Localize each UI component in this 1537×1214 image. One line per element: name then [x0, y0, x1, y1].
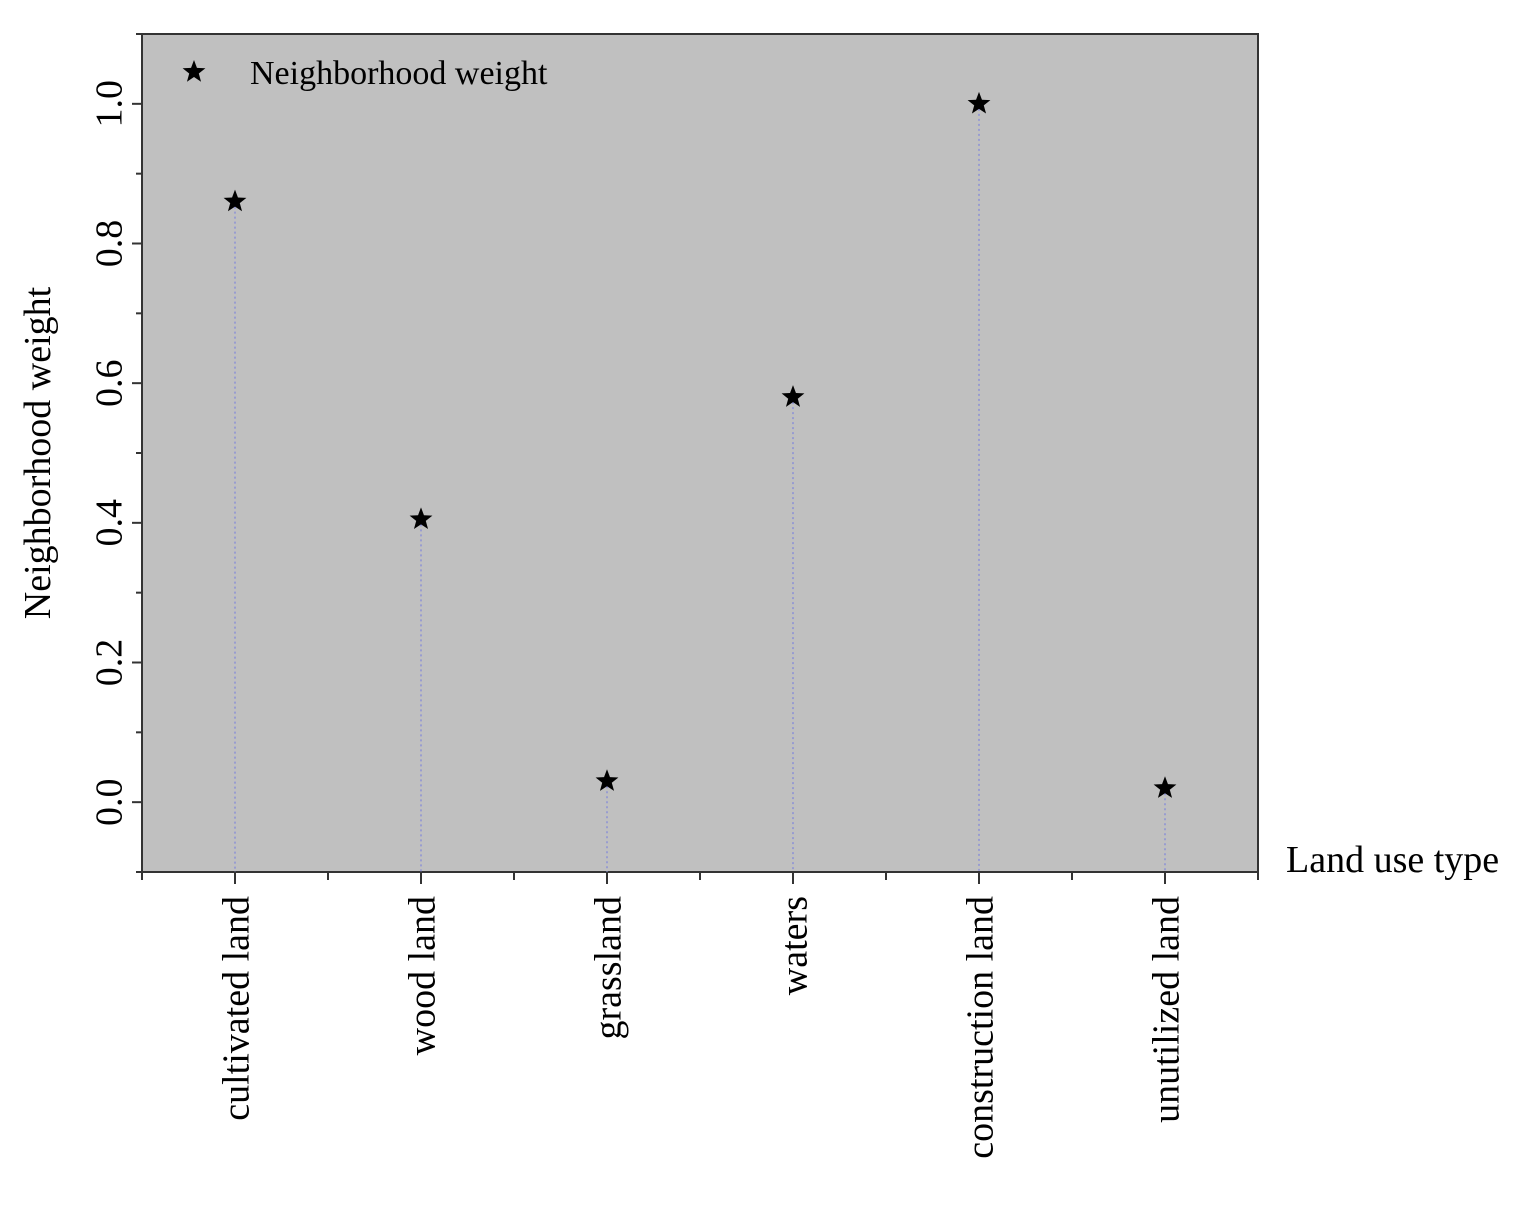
plot-area: [141, 33, 1259, 873]
data-point-star: [595, 769, 619, 791]
y-tick-label: 0.4: [88, 499, 130, 547]
legend: Neighborhood weight: [182, 55, 548, 92]
y-tick-label: 0.2: [88, 639, 130, 687]
data-point-star: [223, 189, 247, 212]
y-tick-label: 0.0: [88, 778, 130, 826]
data-point-star: [1153, 776, 1177, 798]
x-tick-label: unutilized land: [1145, 896, 1187, 1123]
y-tick-label: 1.0: [88, 80, 130, 128]
y-tick-label: 0.8: [88, 220, 130, 268]
drop-lines: [234, 103, 1166, 872]
y-axis-title: Neighborhood weight: [17, 286, 59, 619]
data-point-star: [967, 91, 991, 114]
y-axis: 0.0 0.2 0.4 0.6 0.8 1.0: [88, 33, 142, 873]
legend-label: Neighborhood weight: [250, 55, 548, 92]
x-axis: cultivated land wood land grassland waters c…: [141, 872, 1259, 1159]
x-tick-label: cultivated land: [215, 896, 257, 1121]
x-tick-label: construction land: [959, 896, 1001, 1159]
x-axis-title: Land use type: [1286, 839, 1499, 881]
x-tick-label: waters: [773, 896, 815, 995]
data-point-star: [409, 507, 433, 530]
x-tick-label: grassland: [587, 896, 629, 1040]
x-tick-label: wood land: [401, 896, 443, 1055]
y-tick-label: 0.6: [88, 359, 130, 407]
legend-star-marker: [182, 60, 206, 82]
data-point-star: [781, 385, 805, 407]
data-markers: [223, 91, 1177, 798]
